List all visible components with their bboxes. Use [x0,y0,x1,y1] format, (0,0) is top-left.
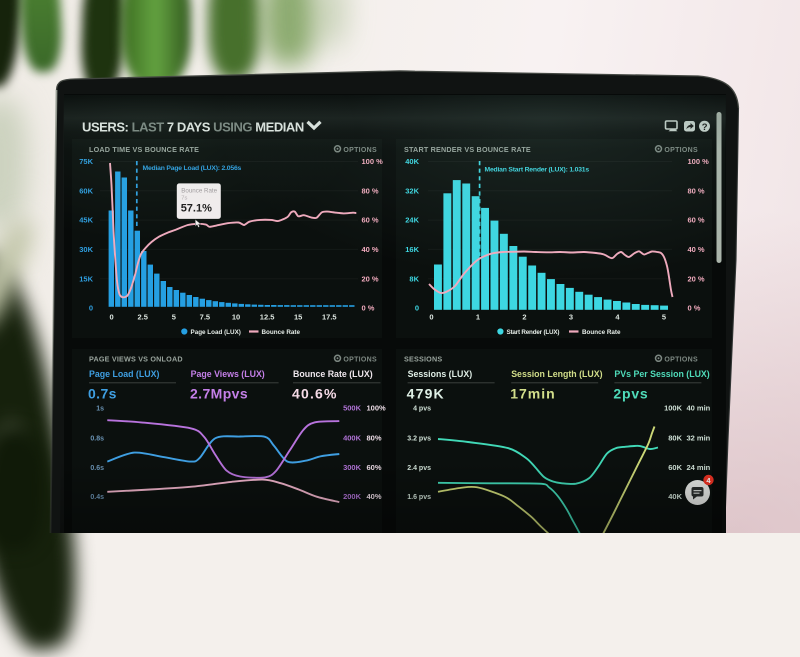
svg-text:Median Start Render (LUX): 1.0: Median Start Render (LUX): 1.031s [485,167,590,174]
svg-text:OPTIONS: OPTIONS [664,147,698,154]
svg-text:80 %: 80 % [362,186,379,195]
svg-text:40K: 40K [668,492,682,501]
svg-text:60K: 60K [668,463,682,472]
svg-text:30K: 30K [79,245,93,254]
svg-text:5: 5 [172,312,176,321]
svg-text:2.7Mpvs: 2.7Mpvs [190,386,248,402]
svg-text:40%: 40% [367,492,382,501]
svg-text:1: 1 [476,312,480,321]
svg-text:12.5: 12.5 [260,312,275,321]
svg-text:8K: 8K [409,274,419,283]
svg-text:300K: 300K [343,463,362,472]
svg-text:200K: 200K [343,492,362,501]
svg-text:Bounce Rate (LUX): Bounce Rate (LUX) [293,369,373,379]
svg-text:0 %: 0 % [688,304,701,313]
svg-text:24K: 24K [405,216,419,225]
svg-text:PVs Per Session (LUX): PVs Per Session (LUX) [614,369,709,379]
svg-text:2: 2 [522,312,526,321]
svg-text:7s: 7s [181,195,187,201]
svg-text:Bounce Rate: Bounce Rate [582,329,621,336]
svg-text:20 %: 20 % [688,274,705,283]
svg-text:0: 0 [429,312,433,321]
svg-text:100K: 100K [664,404,683,413]
svg-text:0.8s: 0.8s [90,435,104,442]
svg-text:15K: 15K [79,274,93,283]
svg-text:0 %: 0 % [362,304,375,313]
svg-text:40K: 40K [405,157,419,166]
svg-text:400K: 400K [343,433,362,442]
svg-text:100 %: 100 % [688,157,710,166]
svg-text:40.6%: 40.6% [292,386,338,402]
svg-text:60K: 60K [79,186,93,195]
svg-text:20 %: 20 % [362,274,379,283]
svg-text:0: 0 [89,304,93,313]
svg-text:32K: 32K [405,186,419,195]
svg-text:16K: 16K [405,245,419,254]
svg-text:Start Render (LUX): Start Render (LUX) [507,329,560,336]
svg-text:60%: 60% [367,463,382,472]
svg-text:4 pvs: 4 pvs [413,406,431,413]
svg-text:Page Load (LUX): Page Load (LUX) [191,329,241,336]
svg-text:24 min: 24 min [687,463,711,472]
svg-text:7.5: 7.5 [200,312,210,321]
svg-text:40 min: 40 min [687,404,711,413]
svg-text:40 %: 40 % [688,245,705,254]
svg-text:Session Length (LUX): Session Length (LUX) [511,369,602,379]
svg-text:2pvs: 2pvs [613,386,648,402]
svg-text:479K: 479K [407,386,445,402]
svg-text:Median Page Load (LUX): 2.056s: Median Page Load (LUX): 2.056s [143,165,242,172]
svg-text:OPTIONS: OPTIONS [343,147,377,154]
svg-text:100%: 100% [367,404,387,413]
svg-text:LOAD TIME VS BOUNCE RATE: LOAD TIME VS BOUNCE RATE [89,145,199,154]
svg-text:80 %: 80 % [688,186,705,195]
svg-text:1.6 pvs: 1.6 pvs [407,494,431,501]
svg-text:60 %: 60 % [688,216,705,225]
svg-text:17.5: 17.5 [322,312,337,321]
svg-text:15: 15 [294,312,302,321]
svg-text:80%: 80% [367,433,382,442]
svg-text:10: 10 [232,312,240,321]
svg-text:4: 4 [615,312,620,321]
svg-text:5: 5 [662,312,666,321]
svg-text:2.5: 2.5 [137,312,147,321]
svg-text:3.2 pvs: 3.2 pvs [407,435,431,442]
svg-text:0: 0 [110,312,114,321]
svg-text:57.1%: 57.1% [181,203,212,215]
svg-text:2.4 pvs: 2.4 pvs [407,465,431,472]
svg-text:80K: 80K [668,433,682,442]
svg-text:?: ? [702,122,708,133]
svg-text:0.7s: 0.7s [88,386,117,402]
svg-text:OPTIONS: OPTIONS [343,357,377,364]
svg-text:SESSIONS: SESSIONS [404,355,442,364]
svg-text:Sessions (LUX): Sessions (LUX) [408,369,473,379]
svg-text:0.4s: 0.4s [90,494,104,501]
svg-text:0: 0 [415,304,419,313]
svg-text:3: 3 [569,312,573,321]
svg-text:Bounce Rate: Bounce Rate [262,329,301,336]
svg-text:500K: 500K [343,404,362,413]
svg-text:Page Views (LUX): Page Views (LUX) [191,369,265,379]
svg-text:0.6s: 0.6s [90,465,104,472]
svg-text:Page Load (LUX): Page Load (LUX) [89,369,159,379]
svg-text:45K: 45K [79,216,93,225]
svg-text:USERS: LAST 7 DAYS USING MEDIA: USERS: LAST 7 DAYS USING MEDIAN [82,120,304,135]
svg-text:17min: 17min [510,386,555,402]
svg-text:40 %: 40 % [362,245,379,254]
svg-text:75K: 75K [79,157,93,166]
svg-text:PAGE VIEWS VS ONLOAD: PAGE VIEWS VS ONLOAD [89,355,183,364]
svg-text:4: 4 [706,476,711,485]
svg-text:1s: 1s [96,406,104,413]
svg-text:32 min: 32 min [687,433,711,442]
svg-text:Bounce Rate: Bounce Rate [181,187,217,194]
svg-text:100 %: 100 % [362,157,384,166]
svg-text:OPTIONS: OPTIONS [664,357,698,364]
svg-text:START RENDER VS BOUNCE RATE: START RENDER VS BOUNCE RATE [404,145,531,154]
svg-text:60 %: 60 % [362,216,379,225]
